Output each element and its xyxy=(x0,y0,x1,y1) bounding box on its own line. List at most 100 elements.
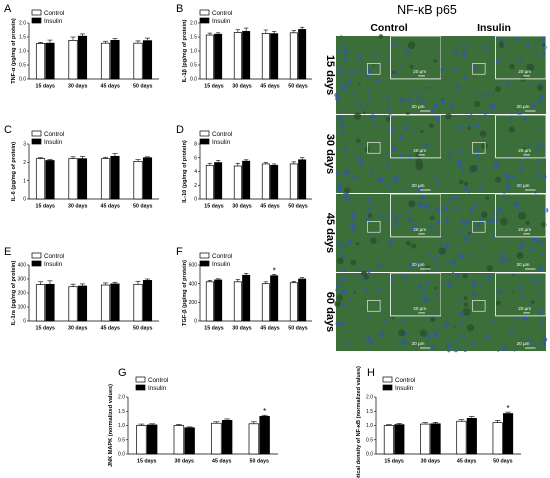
micrograph-grid: NF-κB p65 Control Insulin 15 days 20 µm20… xyxy=(324,3,549,353)
dark-spot xyxy=(372,64,375,67)
dark-spot xyxy=(408,200,416,208)
nucleus-dot xyxy=(346,80,352,85)
legend-label-control: Control xyxy=(44,10,64,17)
bar-insulin xyxy=(77,158,88,200)
y-tick-label: 0.5 xyxy=(118,437,125,443)
nucleus-dot xyxy=(444,322,450,328)
inset-source-box xyxy=(472,142,486,154)
dark-spot xyxy=(409,65,414,69)
legend-label-insulin: Insulin xyxy=(148,385,167,392)
y-tick-label: 8 xyxy=(194,142,197,148)
category-label: 50 days xyxy=(250,459,269,465)
nucleus-dot xyxy=(446,342,452,348)
nucleus-dot xyxy=(362,108,365,111)
nucleus-dot xyxy=(355,99,358,102)
nucleus-dot xyxy=(536,159,541,164)
chart-h: 0.0 0.5 1.0 1.5 2.0 Optical density of NF-κB … xyxy=(356,366,521,478)
nucleus-dot xyxy=(491,320,496,325)
nucleus-dot xyxy=(395,178,400,183)
dark-spot xyxy=(419,329,428,337)
dark-spot xyxy=(463,302,469,307)
y-tick-label: 0 xyxy=(23,197,26,203)
y-axis-label: IL-1β (pg/mg of protein) xyxy=(182,19,188,82)
nucleus-dot xyxy=(510,174,515,180)
nucleus-dot xyxy=(505,184,511,190)
nucleus-dot xyxy=(462,54,467,59)
nucleus-dot xyxy=(402,318,406,323)
nucleus-dot xyxy=(537,175,540,178)
nucleus-dot xyxy=(358,104,363,109)
nucleus-dot xyxy=(538,291,542,295)
nucleus-dot xyxy=(401,339,407,345)
nucleus-dot xyxy=(471,341,476,346)
bar-control xyxy=(133,283,143,322)
dark-spot xyxy=(391,70,395,74)
dark-spot xyxy=(509,63,515,70)
nucleus-dot xyxy=(448,156,453,161)
bar-insulin xyxy=(214,162,223,200)
bar-insulin xyxy=(466,418,477,455)
nucleus-dot xyxy=(453,206,458,210)
nucleus-dot xyxy=(504,172,509,178)
nucleus-dot xyxy=(370,114,376,120)
nucleus-dot xyxy=(391,146,397,152)
nucleus-dot xyxy=(443,206,449,212)
y-tick-label: 3 xyxy=(23,142,26,148)
nucleus-dot xyxy=(457,163,463,169)
category-label: 15 days xyxy=(204,326,223,332)
nucleus-dot xyxy=(445,242,450,247)
bar-insulin xyxy=(110,40,120,80)
bar-control xyxy=(173,425,185,455)
category-label: 50 days xyxy=(493,459,512,465)
nucleus-dot xyxy=(505,197,509,200)
dark-spot xyxy=(495,176,502,183)
panel-letter-c: C xyxy=(4,124,12,136)
bar-insulin xyxy=(146,424,158,455)
dark-spot xyxy=(512,291,515,294)
nucleus-dot xyxy=(503,43,506,46)
scale-label: 20 µm xyxy=(412,183,425,188)
y-tick-label: 2 xyxy=(23,160,26,166)
category-label: 50 days xyxy=(288,84,307,90)
y-tick-label: 0 xyxy=(194,197,197,203)
bar-control xyxy=(205,34,214,80)
category-label: 30 days xyxy=(421,459,440,465)
nucleus-dot xyxy=(489,102,495,109)
nucleus-dot xyxy=(358,155,362,160)
nucleus-dot xyxy=(390,124,394,127)
inset-frame xyxy=(495,272,547,317)
y-tick-label: 1.0 xyxy=(118,423,125,429)
nucleus-dot xyxy=(525,317,529,321)
nucleus-dot xyxy=(538,81,543,86)
nucleus-dot xyxy=(340,35,343,38)
scale-label-inset: 20 µm xyxy=(413,69,426,74)
y-tick-label: 0.0 xyxy=(118,452,125,458)
scale-label: 20 µm xyxy=(412,104,425,109)
nucleus-dot xyxy=(389,277,394,283)
bar-insulin xyxy=(242,160,251,200)
category-label: 30 days xyxy=(68,84,87,90)
nucleus-dot xyxy=(452,107,455,110)
nucleus-dot xyxy=(466,104,469,107)
nucleus-dot xyxy=(365,336,370,341)
dark-spot xyxy=(336,294,343,301)
bar-insulin xyxy=(214,33,223,80)
legend-label-insulin: Insulin xyxy=(212,139,231,146)
dark-spot xyxy=(469,164,478,173)
bar-insulin xyxy=(142,157,153,200)
nucleus-dot xyxy=(374,281,378,285)
nucleus-dot xyxy=(473,204,477,208)
nucleus-dot xyxy=(537,56,540,59)
nucleus-dot xyxy=(538,99,543,105)
nucleus-dot xyxy=(462,75,468,81)
bar-insulin xyxy=(259,416,270,455)
scale-label: 20 µm xyxy=(517,183,530,188)
nucleus-dot xyxy=(350,212,356,218)
nucleus-dot xyxy=(388,240,394,246)
dark-spot xyxy=(420,129,424,134)
legend-label-insulin: Insulin xyxy=(212,261,231,268)
nucleus-dot xyxy=(344,70,347,73)
dark-spot xyxy=(350,259,357,266)
y-tick-label: 1.5 xyxy=(366,409,373,415)
y-tick-label: 400 xyxy=(18,263,27,269)
